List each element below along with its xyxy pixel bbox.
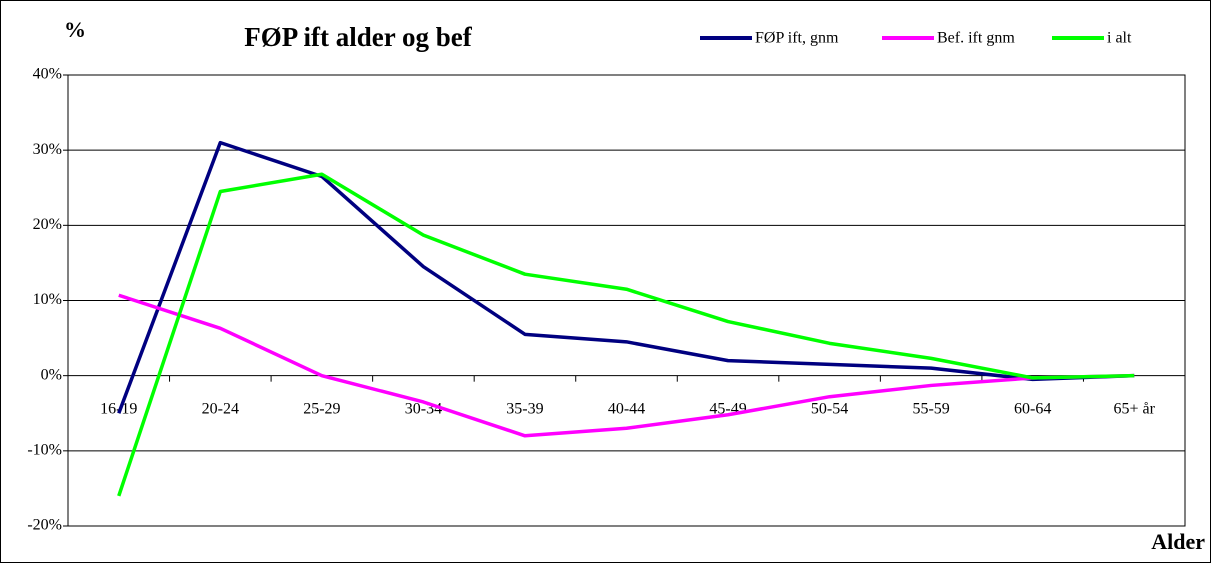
- x-tick-label: 25-29: [303, 400, 340, 417]
- chart-title: FØP ift alder og bef: [244, 22, 472, 52]
- line-series: [118, 293, 1135, 438]
- y-tick-label: -10%: [27, 442, 62, 459]
- legend-label: Bef. ift gnm: [937, 30, 1015, 47]
- x-tick-label: 35-39: [506, 400, 543, 417]
- y-tick-label: 10%: [33, 291, 62, 308]
- y-tick-label: 30%: [33, 141, 62, 158]
- x-tick-label: 40-44: [608, 400, 645, 417]
- x-tick-label: 50-54: [811, 400, 848, 417]
- line-series: [117, 172, 1135, 497]
- x-tick-label: 65+ år: [1114, 400, 1156, 417]
- x-tick-label: 55-59: [912, 400, 949, 417]
- x-tick-label: 20-24: [202, 400, 239, 417]
- legend-label: FØP ift, gnm: [755, 30, 839, 47]
- x-tick-label: 60-64: [1014, 400, 1051, 417]
- y-tick-label: 20%: [33, 216, 62, 233]
- y-tick-label: 0%: [41, 366, 62, 383]
- legend-label: i alt: [1107, 30, 1132, 47]
- y-tick-label: -20%: [27, 517, 62, 534]
- x-axis-label: Alder: [1151, 529, 1205, 554]
- y-tick-label: 40%: [33, 66, 62, 83]
- line-series: [117, 140, 1135, 414]
- y-axis-label: %: [64, 17, 86, 42]
